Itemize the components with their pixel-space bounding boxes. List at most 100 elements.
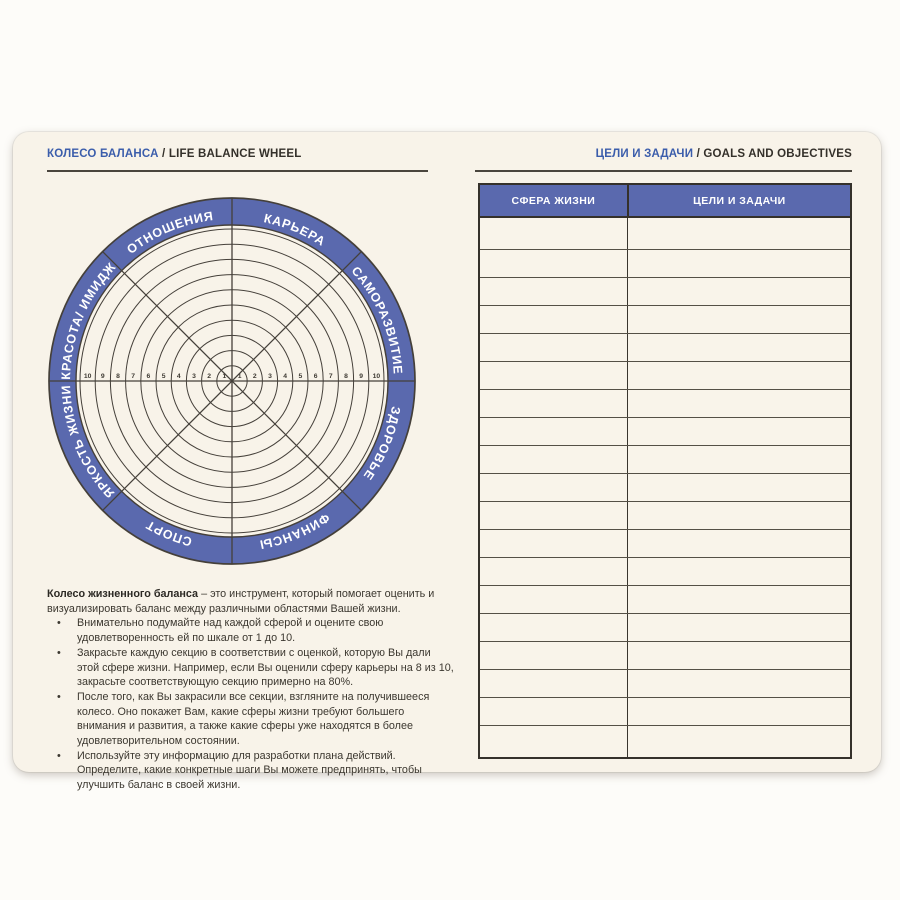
wheel-scale-numbers: 1 1 2 2 3 3 4 4 5 5 6 6 7 7 8 8 9 9 10 10 xyxy=(84,373,381,380)
life-area-cell xyxy=(478,724,629,759)
goals-column-header: СФЕРА ЖИЗНИ xyxy=(478,183,629,218)
goals-table-row xyxy=(478,584,852,614)
life-area-cell xyxy=(478,388,629,418)
svg-text:9: 9 xyxy=(359,373,363,380)
goals-cell xyxy=(627,388,852,418)
goals-table-row xyxy=(478,305,852,335)
instruction-item: • Внимательно подумайте над каждой сферой… xyxy=(47,616,455,645)
life-area-cell xyxy=(478,668,629,698)
svg-text:3: 3 xyxy=(192,373,196,380)
goals-table-row xyxy=(478,249,852,279)
instruction-item: • Закрасьте каждую секцию в соответствии … xyxy=(47,646,455,690)
svg-text:10: 10 xyxy=(373,373,381,380)
goals-cell xyxy=(627,472,852,502)
instruction-text: Внимательно подумайте над каждой сферой … xyxy=(77,617,384,645)
goals-table-row xyxy=(478,361,852,390)
life-area-cell xyxy=(478,500,629,530)
svg-text:6: 6 xyxy=(147,373,151,380)
svg-text:8: 8 xyxy=(116,373,120,380)
bullet-icon: • xyxy=(57,749,61,762)
goals-cell xyxy=(627,668,852,698)
right-page-title: ЦЕЛИ И ЗАДАЧИ / GOALS AND OBJECTIVES xyxy=(475,148,852,172)
svg-text:9: 9 xyxy=(101,373,105,380)
svg-text:5: 5 xyxy=(299,373,303,380)
goals-table-row xyxy=(478,277,852,307)
goals-table-row xyxy=(478,696,852,726)
svg-text:2: 2 xyxy=(253,373,257,380)
svg-text:7: 7 xyxy=(329,373,333,380)
life-area-cell xyxy=(478,472,629,502)
life-area-cell xyxy=(478,249,629,279)
svg-text:5: 5 xyxy=(162,373,166,380)
svg-text:4: 4 xyxy=(283,373,287,380)
left-title-en: LIFE BALANCE WHEEL xyxy=(168,148,302,160)
goals-table-row xyxy=(478,640,852,670)
goals-table-header-row: СФЕРА ЖИЗНИ ЦЕЛИ И ЗАДАЧИ xyxy=(478,183,853,218)
goals-cell xyxy=(627,640,852,670)
goals-table-row xyxy=(478,528,852,558)
goals-table-row xyxy=(478,556,852,586)
svg-text:1: 1 xyxy=(223,373,227,380)
goals-cell xyxy=(627,556,852,586)
goals-cell xyxy=(627,724,852,759)
life-area-cell xyxy=(478,416,629,446)
instruction-text: После того, как Вы закрасили все секции,… xyxy=(77,690,430,748)
goals-table-row xyxy=(478,612,852,642)
bullet-icon: • xyxy=(57,646,61,659)
goals-table-row xyxy=(478,388,852,418)
life-area-cell xyxy=(478,584,629,614)
left-page-title: КОЛЕСО БАЛАНСА / LIFE BALANCE WHEEL xyxy=(47,148,428,172)
life-area-cell xyxy=(478,696,629,726)
life-area-cell xyxy=(478,528,629,558)
goals-table-row xyxy=(478,668,852,698)
goals-cell xyxy=(627,305,852,335)
goals-cell xyxy=(627,361,852,390)
wheel-sector-dividers xyxy=(49,198,415,564)
instructions-lead-rest: – это инструмент, который помогает оцени… xyxy=(47,588,435,615)
goals-cell xyxy=(627,249,852,279)
svg-text:7: 7 xyxy=(131,373,135,380)
goals-cell xyxy=(627,216,852,251)
life-area-cell xyxy=(478,361,629,390)
instruction-item: • Используйте эту информацию для разработ… xyxy=(47,749,455,793)
goals-cell xyxy=(627,500,852,530)
svg-text:10: 10 xyxy=(84,373,92,380)
right-title-ru: ЦЕЛИ И ЗАДАЧИ xyxy=(595,148,694,160)
life-balance-wheel: 1 1 2 2 3 3 4 4 5 5 6 6 7 7 8 8 9 9 10 10 КАРЬЕРА САМОРАЗВИТИ… xyxy=(46,195,418,567)
svg-text:8: 8 xyxy=(344,373,348,380)
svg-text:2: 2 xyxy=(207,373,211,380)
life-area-cell xyxy=(478,640,629,670)
life-area-cell xyxy=(478,556,629,586)
left-title-sep: / xyxy=(158,148,169,160)
wheel-svg: 1 12 23 34 45 56 67 78 89 910 10КАРЬЕРАСАМОРАЗВИТИ… xyxy=(48,197,416,565)
planner-spread-page: КОЛЕСО БАЛАНСА / LIFE BALANCE WHEEL ЦЕЛИ… xyxy=(13,132,881,791)
life-area-cell xyxy=(478,305,629,335)
goals-table-row xyxy=(478,724,852,759)
life-area-cell xyxy=(478,277,629,307)
goals-table-row xyxy=(478,216,852,251)
goals-cell xyxy=(627,333,852,363)
left-title-ru: КОЛЕСО БАЛАНСА xyxy=(47,148,159,160)
instructions-lead: Колесо жизненного баланса – это инструме… xyxy=(47,587,455,616)
wheel-instructions: Колесо жизненного баланса – это инструме… xyxy=(47,587,455,793)
bullet-icon: • xyxy=(57,690,61,703)
goals-cell xyxy=(627,416,852,446)
goals-table-row xyxy=(478,333,852,363)
instruction-text: Закрасьте каждую секцию в соответствии с… xyxy=(77,646,454,689)
goals-cell xyxy=(627,584,852,614)
right-title-sep: / xyxy=(693,148,704,160)
life-area-cell xyxy=(478,612,629,642)
goals-cell xyxy=(627,444,852,474)
goals-table-row xyxy=(478,500,852,530)
instruction-text: Используйте эту информацию для разработк… xyxy=(77,749,422,792)
instructions-list: • Внимательно подумайте над каждой сферой… xyxy=(47,616,455,792)
svg-text:6: 6 xyxy=(314,373,318,380)
svg-text:4: 4 xyxy=(177,373,181,380)
goals-table-row xyxy=(478,444,852,474)
bullet-icon: • xyxy=(57,617,61,630)
svg-text:3: 3 xyxy=(268,373,272,380)
right-title-en: GOALS AND OBJECTIVES xyxy=(703,148,852,160)
goals-cell xyxy=(627,696,852,726)
life-area-cell xyxy=(478,333,629,363)
goals-cell xyxy=(627,528,852,558)
